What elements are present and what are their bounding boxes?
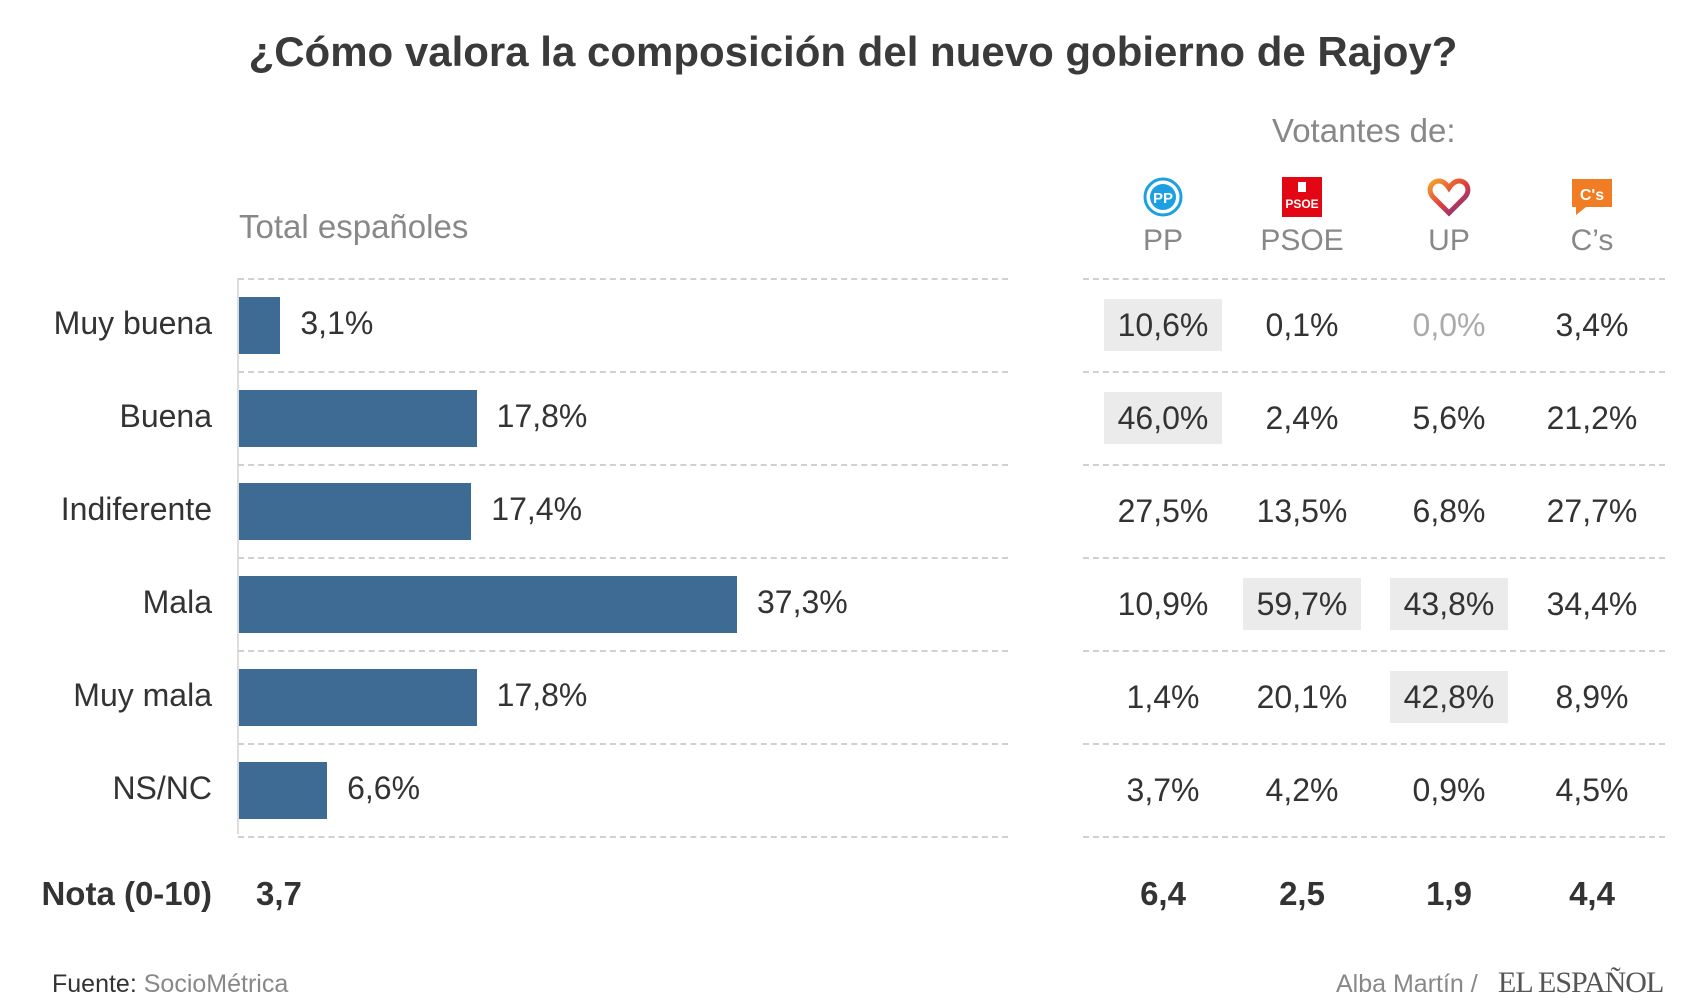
cs-logo-icon: C's (1572, 179, 1612, 215)
party-value-cell: 8,9% (1555, 678, 1629, 715)
row-divider-left (238, 836, 1008, 838)
party-name-pp: PP (1142, 224, 1184, 257)
party-value-cell: 34,4% (1546, 585, 1638, 622)
party-value-cell: 3,4% (1555, 306, 1629, 343)
psoe-logo-icon: PSOE (1282, 177, 1322, 217)
party-header-pp: PP PP (1098, 175, 1228, 261)
party-header-up: UP (1384, 175, 1514, 261)
row-divider-left (238, 278, 1008, 280)
party-value-cell: 27,7% (1546, 492, 1638, 529)
party-value-cell: 4,5% (1555, 771, 1629, 808)
svg-text:PP: PP (1153, 190, 1173, 207)
nota-total: 3,7 (256, 875, 302, 912)
row-divider-left (238, 371, 1008, 373)
party-value-cell: 0,9% (1412, 771, 1486, 808)
bar (239, 575, 737, 633)
bar-value-label: 3,1% (300, 304, 374, 341)
row-divider-right (1083, 278, 1665, 280)
nota-psoe: 2,5 (1279, 875, 1325, 912)
row-divider-right (1083, 371, 1665, 373)
bar (239, 482, 472, 540)
party-name-up: UP (1428, 224, 1470, 257)
party-value-cell: 21,2% (1546, 399, 1638, 436)
source-name: SocioMétrica (143, 970, 289, 998)
party-value-cell: 13,5% (1256, 492, 1348, 529)
party-value-cell: 20,1% (1256, 678, 1348, 715)
party-value-cell: 10,9% (1117, 585, 1209, 622)
category-label: Muy mala (73, 676, 212, 713)
svg-text:C's: C's (1580, 187, 1604, 204)
row-divider-right (1083, 557, 1665, 559)
source-note: Fuente: SocioMétrica (52, 970, 288, 999)
total-label: Total españoles (239, 208, 469, 245)
nota-label: Nota (0-10) (41, 875, 212, 912)
party-value-cell: 27,5% (1117, 492, 1209, 529)
bar-value-label: 6,6% (347, 769, 421, 806)
party-value-cell: 1,4% (1126, 678, 1200, 715)
nota-up: 1,9 (1426, 875, 1472, 912)
party-value-cell: 5,6% (1412, 399, 1486, 436)
row-divider-left (238, 557, 1008, 559)
party-value-cell: 42,8% (1390, 670, 1508, 723)
row-divider-right (1083, 836, 1665, 838)
bar-value-label: 17,8% (496, 397, 588, 434)
party-name-cs: C’s (1570, 224, 1614, 257)
nota-cs: 4,4 (1569, 875, 1615, 912)
publisher-brand: EL ESPAÑOL (1498, 966, 1664, 999)
row-divider-left (238, 743, 1008, 745)
row-divider-left (238, 650, 1008, 652)
bar (239, 296, 281, 354)
bar-value-label: 37,3% (756, 583, 848, 620)
voters-group-label: Votantes de: (1272, 112, 1456, 149)
source-prefix: Fuente: (52, 970, 137, 998)
row-divider-right (1083, 464, 1665, 466)
row-divider-left (238, 464, 1008, 466)
up-heart-logo-icon (1427, 178, 1471, 217)
party-value-cell: 43,8% (1390, 577, 1508, 630)
party-value-cell: 46,0% (1104, 391, 1222, 444)
party-value-cell: 3,7% (1126, 771, 1200, 808)
party-value-cell: 10,6% (1104, 298, 1222, 351)
party-name-psoe: PSOE (1260, 224, 1344, 257)
pp-logo-icon: PP (1143, 177, 1183, 217)
category-label: Indiferente (60, 490, 212, 527)
party-header-psoe: PSOE PSOE (1237, 175, 1367, 261)
bar (239, 668, 477, 726)
category-label: Muy buena (53, 304, 212, 341)
bar-value-label: 17,8% (496, 676, 588, 713)
author-credit: Alba Martín / (1336, 970, 1478, 998)
chart-title: ¿Cómo valora la composición del nuevo go… (248, 28, 1458, 75)
bar (239, 389, 477, 447)
party-value-cell: 2,4% (1265, 399, 1339, 436)
svg-text:PSOE: PSOE (1285, 197, 1318, 211)
nota-pp: 6,4 (1140, 875, 1186, 912)
party-value-cell: 6,8% (1412, 492, 1486, 529)
party-value-cell: 59,7% (1243, 577, 1361, 630)
party-value-cell: 0,0% (1412, 306, 1486, 343)
row-divider-right (1083, 650, 1665, 652)
party-header-cs: C's C’s (1527, 175, 1657, 261)
bar (239, 761, 328, 819)
party-value-cell: 4,2% (1265, 771, 1339, 808)
category-label: NS/NC (112, 769, 212, 806)
row-divider-right (1083, 743, 1665, 745)
chart-axis-line (237, 278, 239, 834)
category-label: Buena (119, 397, 212, 434)
bar-value-label: 17,4% (491, 490, 583, 527)
party-value-cell: 0,1% (1265, 306, 1339, 343)
category-label: Mala (142, 583, 212, 620)
